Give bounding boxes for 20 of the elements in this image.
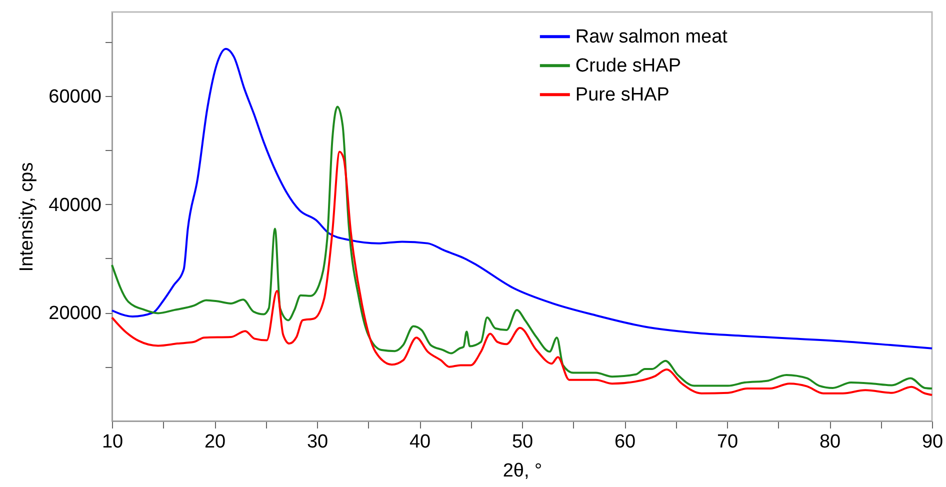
x-tick-label: 10 bbox=[102, 432, 124, 452]
y-tick-label: 60000 bbox=[48, 86, 102, 108]
y-axis-title: Intensity, cps bbox=[16, 162, 38, 272]
x-tick-label: 70 bbox=[716, 432, 738, 452]
x-tick-label: 30 bbox=[306, 432, 328, 452]
y-tick-label: 20000 bbox=[48, 303, 102, 324]
legend-label: Crude sHAP bbox=[575, 56, 682, 77]
y-tick-label: 40000 bbox=[48, 194, 102, 216]
x-tick-label: 50 bbox=[512, 432, 534, 452]
line-series bbox=[111, 48, 933, 350]
x-tick-label: 60 bbox=[614, 432, 636, 452]
line-series bbox=[111, 150, 933, 396]
line-series bbox=[111, 106, 933, 390]
x-axis-title: 2θ, ° bbox=[502, 460, 542, 482]
x-tick-label: 20 bbox=[204, 432, 226, 452]
x-tick-label: 80 bbox=[819, 432, 841, 452]
legend-label: Raw salmon meat bbox=[575, 26, 728, 48]
x-tick-label: 90 bbox=[922, 432, 944, 452]
x-tick-label: 40 bbox=[409, 432, 431, 452]
legend-label: Pure sHAP bbox=[575, 84, 670, 106]
